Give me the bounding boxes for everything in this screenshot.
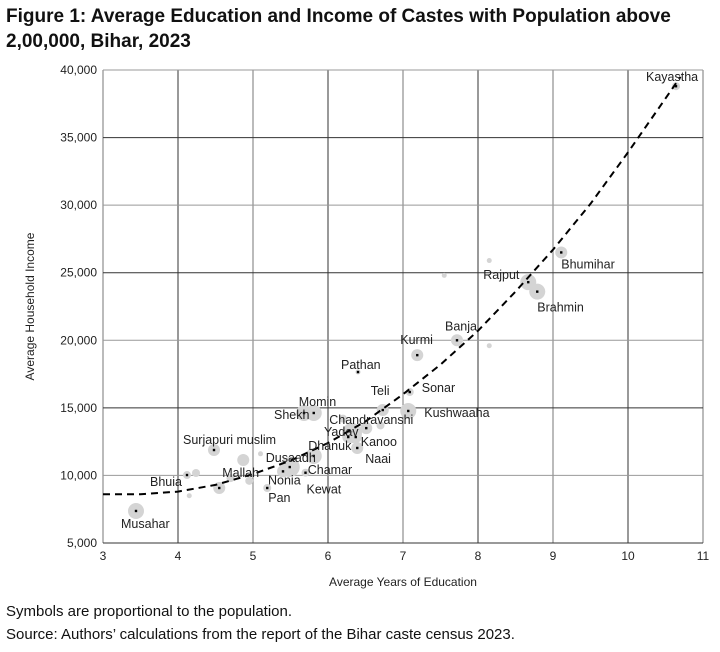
- data-point: [376, 421, 385, 430]
- data-point: [486, 258, 492, 264]
- data-point-center: [185, 473, 189, 477]
- point-label: Chandravanshi: [329, 413, 413, 427]
- data-point-center: [674, 85, 678, 88]
- data-point-center: [354, 435, 357, 439]
- point-label: Chamar: [308, 463, 352, 477]
- x-axis-label: Average Years of Education: [329, 575, 477, 589]
- point-label: Bhumihar: [561, 257, 615, 271]
- data-point: [245, 476, 254, 485]
- point-label: Momin: [299, 395, 337, 409]
- y-tick-label: 15,000: [60, 401, 97, 415]
- x-tick-label: 5: [250, 549, 257, 563]
- data-point-center: [288, 465, 291, 469]
- data-point-center: [312, 454, 315, 458]
- note-symbols: Symbols are proportional to the populati…: [6, 603, 293, 620]
- point-label: Nonia: [268, 473, 301, 487]
- data-point-center: [356, 370, 360, 374]
- data-point-center: [312, 411, 315, 415]
- chart-title: Figure 1: Average Education and Income o…: [6, 6, 671, 52]
- point-label: Rajput: [483, 268, 520, 282]
- data-point: [258, 451, 263, 457]
- x-tick-label: 9: [550, 549, 557, 563]
- y-axis-label: Average Household Income: [23, 232, 37, 380]
- x-tick-label: 8: [475, 549, 482, 563]
- point-label: Sonar: [422, 381, 455, 395]
- data-point-center: [266, 486, 269, 490]
- point-label: Dusaadh: [266, 451, 316, 465]
- trendline: [103, 76, 682, 496]
- data-point-center: [356, 446, 359, 450]
- data-point-center: [560, 251, 563, 254]
- y-tick-label: 25,000: [60, 266, 97, 280]
- data-point: [486, 343, 492, 349]
- point-label: Kushwaaha: [424, 406, 489, 420]
- point-label: Dhanuk: [308, 439, 352, 453]
- point-label: Teli: [371, 384, 390, 398]
- y-tick-label: 20,000: [60, 333, 97, 347]
- data-point-center: [408, 390, 411, 394]
- x-tick-label: 6: [325, 549, 332, 563]
- x-tick-label: 7: [400, 549, 407, 563]
- point-label: Kurmi: [400, 333, 433, 347]
- y-tick-label: 35,000: [60, 131, 97, 145]
- data-point: [441, 272, 447, 278]
- point-label: Pan: [268, 491, 290, 505]
- x-tick-label: 4: [175, 549, 182, 563]
- point-label: Shekh: [274, 408, 309, 422]
- data-point-center: [218, 486, 221, 490]
- y-tick-label: 10,000: [60, 468, 97, 482]
- point-label: Naai: [365, 452, 391, 466]
- data-point-center: [416, 353, 419, 357]
- data-point-center: [302, 411, 306, 415]
- data-point-center: [381, 408, 384, 412]
- data-point: [226, 474, 235, 483]
- point-label: Mallah: [222, 466, 259, 480]
- y-tick-label: 5,000: [67, 536, 97, 550]
- data-point-center: [407, 409, 410, 413]
- point-label: Kayastha: [646, 70, 698, 84]
- point-label: Banja: [445, 319, 477, 333]
- point-label: Yadav: [324, 425, 359, 439]
- y-tick-label: 40,000: [60, 63, 97, 77]
- x-tick-label: 3: [100, 549, 107, 563]
- point-label: Bhuia: [150, 475, 182, 489]
- point-label: Kanoo: [361, 435, 397, 449]
- point-label: Pathan: [341, 358, 381, 372]
- data-point-center: [536, 290, 539, 293]
- x-tick-label: 10: [621, 549, 635, 563]
- point-label: Musahar: [121, 517, 170, 531]
- data-point-center: [212, 448, 216, 452]
- note-source: Source: Authors’ calculations from the r…: [6, 626, 515, 643]
- data-point-center: [347, 435, 350, 439]
- data-point: [339, 414, 347, 423]
- data-point-center: [455, 339, 459, 342]
- point-label: Brahmin: [537, 301, 584, 315]
- point-label: Kewat: [307, 483, 342, 497]
- data-point-center: [365, 426, 368, 430]
- data-point: [237, 454, 250, 467]
- data-point: [186, 493, 192, 499]
- data-point-center: [134, 509, 138, 513]
- data-point: [192, 468, 200, 477]
- y-tick-label: 30,000: [60, 198, 97, 212]
- point-label: Surjapuri muslim: [183, 433, 276, 447]
- data-point-center: [281, 470, 285, 473]
- x-tick-label: 11: [697, 549, 710, 563]
- data-point-center: [527, 280, 530, 284]
- data-point-center: [304, 471, 307, 474]
